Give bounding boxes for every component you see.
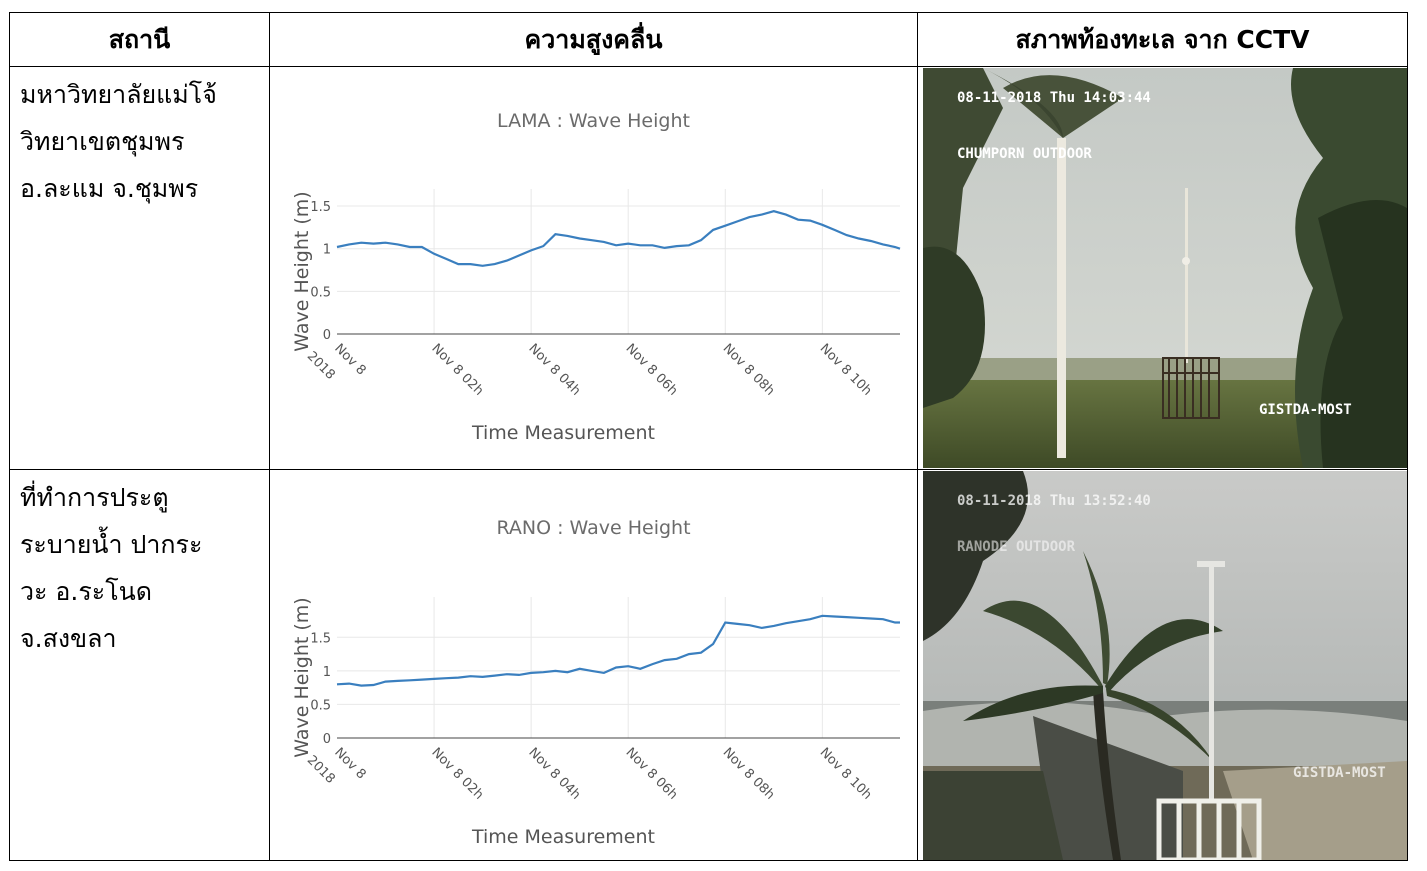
cctv-image-chumporn: 08-11-2018 Thu 14:03:44 CHUMPORN OUTDOOR… bbox=[923, 68, 1407, 468]
wave-height-line bbox=[336, 614, 900, 687]
y-tick-label: 1 bbox=[323, 243, 331, 258]
station-line: วิทยาเขตชุมพร bbox=[20, 127, 185, 156]
x-tick-line: Nov 8 06h bbox=[623, 341, 681, 399]
y-tick-label: 0 bbox=[323, 328, 331, 343]
x-tick-line: Nov 8 08h bbox=[720, 745, 778, 803]
y-axis-label: Wave Height (m) bbox=[291, 191, 313, 351]
x-tick-label: Nov 8 06h bbox=[623, 745, 681, 803]
x-tick-label: Nov 8 02h bbox=[428, 341, 486, 399]
y-tick-label: 1 bbox=[323, 665, 331, 680]
x-tick-label: Nov 8 10h bbox=[817, 341, 875, 399]
y-tick-label: 0.5 bbox=[310, 285, 331, 300]
header-wave-height: ความสูงคลื่น bbox=[524, 24, 663, 54]
row-divider bbox=[10, 66, 1407, 67]
x-tick-line: Nov 8 08h bbox=[720, 341, 778, 399]
x-tick-line: Nov 8 02h bbox=[428, 745, 486, 803]
wave-height-line bbox=[336, 210, 901, 267]
x-tick-line: Nov 8 06h bbox=[623, 745, 681, 803]
station-line: ระบายน้ำ ปากระ bbox=[20, 530, 203, 559]
data-table: สถานี ความสูงคลื่น สภาพท้องทะเล จาก CCTV… bbox=[9, 12, 1408, 861]
row-divider bbox=[10, 469, 1407, 470]
x-tick-line: Nov 8 04h bbox=[525, 341, 583, 399]
x-tick-label: Nov 8 06h bbox=[623, 341, 681, 399]
x-tick-label: Nov 8 10h bbox=[817, 745, 875, 803]
station-line: ที่ทำการประตู bbox=[20, 483, 169, 512]
column-divider bbox=[917, 13, 918, 860]
cctv-timestamp: 08-11-2018 Thu 13:52:40 bbox=[957, 493, 1151, 509]
x-axis-label: Time Measurement bbox=[471, 826, 655, 848]
column-divider bbox=[269, 13, 270, 860]
y-tick-label: 1.5 bbox=[310, 200, 331, 215]
header-station: สถานี bbox=[108, 24, 171, 54]
x-tick-label: Nov 8 08h bbox=[720, 341, 778, 399]
x-tick-label: Nov 8 08h bbox=[720, 745, 778, 803]
station-line: อ.ละแม จ.ชุมพร bbox=[20, 174, 199, 203]
x-tick-label: Nov 8 04h bbox=[525, 341, 583, 399]
header-cctv: สภาพท้องทะเล จาก CCTV bbox=[1015, 24, 1310, 54]
cctv-camera-name: CHUMPORN OUTDOOR bbox=[957, 146, 1092, 162]
y-axis-label: Wave Height (m) bbox=[291, 597, 313, 757]
x-tick-label: Nov 8 04h bbox=[525, 745, 583, 803]
x-tick-line: Nov 8 04h bbox=[525, 745, 583, 803]
y-tick-label: 0 bbox=[323, 732, 331, 747]
chart-title: LAMA : Wave Height bbox=[497, 110, 690, 132]
y-tick-label: 0.5 bbox=[310, 698, 331, 713]
station-name-lama: มหาวิทยาลัยแม่โจ้ วิทยาเขตชุมพร อ.ละแม จ… bbox=[20, 71, 217, 212]
x-tick-line: Nov 8 10h bbox=[817, 745, 875, 803]
station-line: จ.สงขลา bbox=[20, 624, 117, 653]
station-line: วะ อ.ระโนด bbox=[20, 577, 152, 606]
cctv-timestamp: 08-11-2018 Thu 14:03:44 bbox=[957, 90, 1151, 106]
cctv-watermark: GISTDA-MOST bbox=[1293, 765, 1386, 781]
x-tick-line: Nov 8 02h bbox=[428, 341, 486, 399]
x-axis-label: Time Measurement bbox=[471, 422, 655, 444]
cctv-watermark: GISTDA-MOST bbox=[1259, 402, 1352, 418]
cctv-camera-name: RANODE OUTDOOR bbox=[957, 539, 1076, 555]
station-line: มหาวิทยาลัยแม่โจ้ bbox=[20, 80, 217, 109]
cctv-image-ranode: 08-11-2018 Thu 13:52:40 RANODE OUTDOOR G… bbox=[923, 471, 1407, 860]
chart-title: RANO : Wave Height bbox=[496, 517, 690, 539]
station-name-rano: ที่ทำการประตู ระบายน้ำ ปากระ วะ อ.ระโนด … bbox=[20, 474, 202, 662]
x-tick-label: Nov 8 02h bbox=[428, 745, 486, 803]
x-tick-line: 2018 bbox=[304, 349, 338, 383]
x-tick-line: Nov 8 10h bbox=[817, 341, 875, 399]
y-tick-label: 1.5 bbox=[310, 631, 331, 646]
